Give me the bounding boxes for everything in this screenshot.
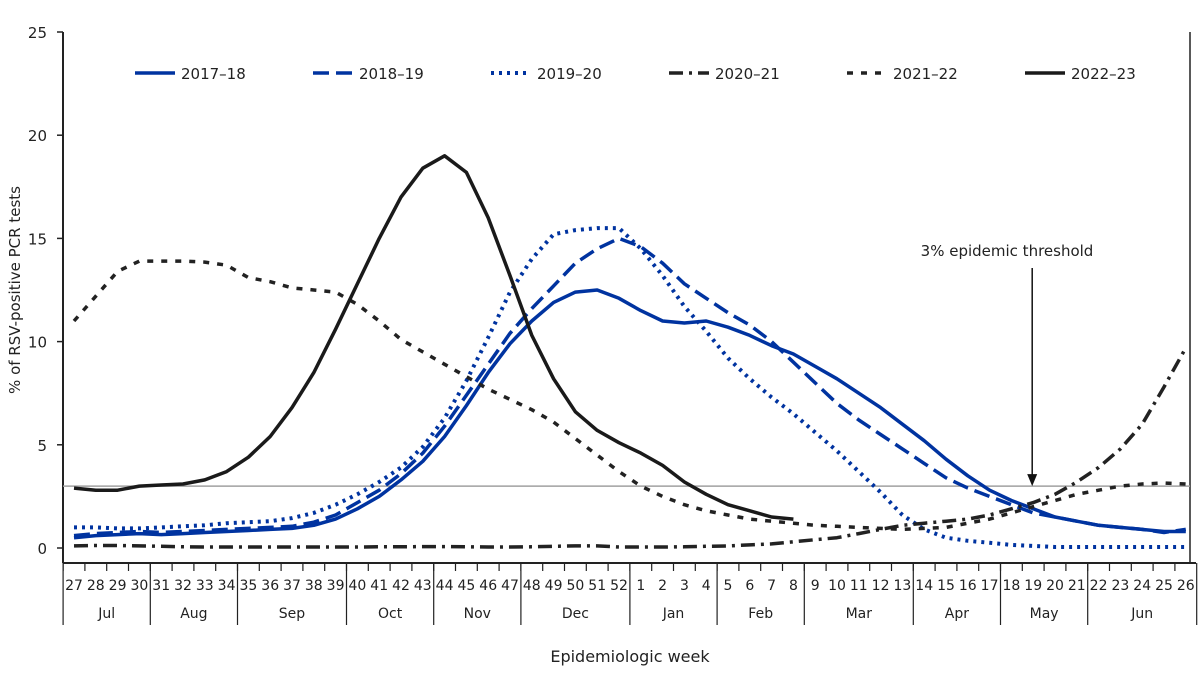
week-label: 20 <box>1046 578 1064 594</box>
series-line-2022–23 <box>73 154 794 521</box>
week-label: 15 <box>937 578 955 594</box>
threshold-annotation: 3% epidemic threshold <box>921 242 1094 260</box>
week-label: 48 <box>523 578 541 594</box>
month-label: Dec <box>562 606 589 622</box>
week-label: 33 <box>196 578 214 594</box>
week-label: 29 <box>109 578 127 594</box>
month-label: Sep <box>279 606 306 622</box>
month-label: Jul <box>97 606 115 622</box>
week-label: 8 <box>789 578 798 594</box>
week-label: 13 <box>893 578 911 594</box>
week-label: 10 <box>828 578 846 594</box>
y-tick-label: 20 <box>28 127 47 145</box>
week-label: 18 <box>1002 578 1020 594</box>
week-label: 19 <box>1024 578 1042 594</box>
week-label: 26 <box>1177 578 1195 594</box>
series-line-2018–19 <box>73 236 1187 538</box>
week-label: 16 <box>959 578 977 594</box>
week-label: 47 <box>501 578 519 594</box>
week-label: 49 <box>545 578 563 594</box>
week-label: 39 <box>327 578 345 594</box>
week-label: 34 <box>218 578 236 594</box>
week-label: 14 <box>915 578 933 594</box>
week-label: 50 <box>566 578 584 594</box>
week-label: 3 <box>680 578 689 594</box>
week-label: 31 <box>152 578 170 594</box>
y-tick-label: 5 <box>37 437 47 455</box>
week-label: 1 <box>636 578 645 594</box>
x-axis-label: Epidemiologic week <box>550 647 710 666</box>
week-label: 52 <box>610 578 628 594</box>
week-label: 23 <box>1111 578 1129 594</box>
threshold-arrow-head <box>1027 474 1038 487</box>
y-axis-label: % of RSV-positive PCR tests <box>6 186 24 394</box>
y-tick-label: 25 <box>28 24 47 42</box>
week-label: 24 <box>1133 578 1151 594</box>
legend-label: 2021–22 <box>893 65 958 83</box>
week-label: 41 <box>370 578 388 594</box>
y-tick-label: 10 <box>28 334 47 352</box>
week-label: 17 <box>981 578 999 594</box>
legend-label: 2017–18 <box>181 65 246 83</box>
week-label: 25 <box>1155 578 1173 594</box>
week-label: 28 <box>87 578 105 594</box>
week-label: 38 <box>305 578 323 594</box>
week-label: 2 <box>658 578 667 594</box>
legend-label: 2019–20 <box>537 65 602 83</box>
legend: 2017–18 2018–19 2019–20 2020–21 2021–22 2022–… <box>135 65 1136 83</box>
month-label: Oct <box>378 606 403 622</box>
legend-label: 2020–21 <box>715 65 780 83</box>
month-label: Mar <box>846 606 873 622</box>
month-label: Aug <box>180 606 207 622</box>
week-label: 5 <box>724 578 733 594</box>
week-label: 42 <box>392 578 410 594</box>
week-label: 11 <box>850 578 868 594</box>
legend-label: 2022–23 <box>1071 65 1136 83</box>
month-label: Nov <box>464 606 491 622</box>
legend-label: 2018–19 <box>359 65 424 83</box>
week-label: 9 <box>811 578 820 594</box>
month-label: Feb <box>748 606 773 622</box>
week-label: 21 <box>1068 578 1086 594</box>
week-label: 37 <box>283 578 301 594</box>
week-label: 40 <box>348 578 366 594</box>
month-label: May <box>1030 606 1059 622</box>
week-label: 36 <box>261 578 279 594</box>
week-label: 45 <box>457 578 475 594</box>
week-label: 7 <box>767 578 776 594</box>
series-line-2021–22 <box>72 259 1186 532</box>
week-label: 44 <box>436 578 454 594</box>
week-label: 4 <box>702 578 711 594</box>
month-label: Jan <box>662 606 685 622</box>
week-label: 51 <box>588 578 606 594</box>
week-label: 12 <box>872 578 890 594</box>
week-label: 30 <box>130 578 148 594</box>
y-tick-label: 0 <box>37 540 47 558</box>
week-label: 32 <box>174 578 192 594</box>
week-label: 22 <box>1090 578 1108 594</box>
month-label: Jun <box>1130 606 1153 622</box>
series-line-2019–20 <box>74 226 1186 549</box>
month-label: Apr <box>945 606 969 622</box>
week-label: 35 <box>239 578 257 594</box>
week-label: 6 <box>745 578 754 594</box>
series-line-2020–21 <box>73 346 1188 549</box>
series-line-2017–18 <box>73 288 1186 540</box>
week-label: 43 <box>414 578 432 594</box>
week-label: 46 <box>479 578 497 594</box>
y-tick-label: 15 <box>28 230 47 248</box>
week-label: 27 <box>65 578 83 594</box>
